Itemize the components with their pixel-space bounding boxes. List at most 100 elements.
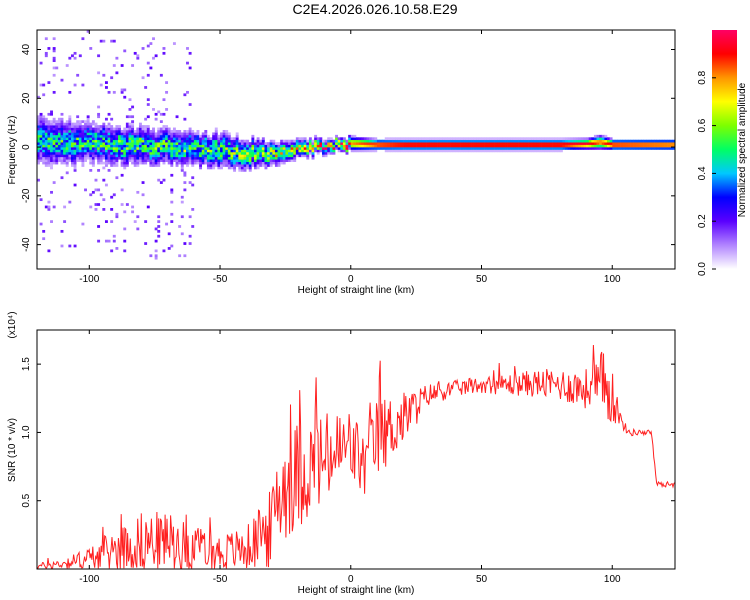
heatmap-cell bbox=[178, 225, 182, 228]
heatmap-cell bbox=[86, 134, 90, 138]
heatmap-cell bbox=[76, 134, 80, 138]
heatmap-cell bbox=[327, 137, 331, 141]
heatmap-cell bbox=[578, 142, 582, 145]
heatmap-cell bbox=[306, 144, 310, 148]
heatmap-cell bbox=[50, 166, 53, 170]
heatmap-cell bbox=[60, 139, 64, 143]
heatmap-cell bbox=[512, 147, 516, 150]
heatmap-cell bbox=[70, 154, 74, 158]
heatmap-cell bbox=[110, 220, 114, 223]
heatmap-cell bbox=[102, 127, 106, 131]
heatmap-cell bbox=[478, 137, 482, 141]
heatmap-cell bbox=[463, 149, 467, 153]
x-tick-label: -50 bbox=[213, 274, 228, 285]
heatmap-cell bbox=[39, 83, 43, 87]
heatmap-cell bbox=[489, 144, 493, 148]
heatmap-cell bbox=[311, 156, 315, 160]
heatmap-cell bbox=[217, 139, 221, 143]
heatmap-cell bbox=[212, 144, 216, 148]
heatmap-cell bbox=[306, 156, 310, 160]
heatmap-cell bbox=[607, 137, 610, 141]
heatmap-cell bbox=[172, 154, 176, 158]
heatmap-cell bbox=[39, 125, 43, 128]
heatmap-cell bbox=[369, 137, 372, 141]
heatmap-cell bbox=[562, 147, 566, 150]
heatmap-cell bbox=[601, 147, 605, 150]
heatmap-cell bbox=[73, 147, 77, 150]
heatmap-cell bbox=[661, 142, 665, 145]
heatmap-cell bbox=[254, 164, 257, 167]
heatmap-cell bbox=[554, 147, 558, 150]
heatmap-cell bbox=[238, 164, 242, 167]
heatmap-cell bbox=[225, 142, 229, 145]
heatmap-cell bbox=[251, 144, 255, 148]
heatmap-cell bbox=[42, 93, 46, 97]
heatmap-cell bbox=[452, 144, 456, 148]
heatmap-cell bbox=[254, 151, 257, 155]
heatmap-cell bbox=[264, 154, 268, 158]
heatmap-cell bbox=[233, 142, 237, 145]
heatmap-cell bbox=[392, 144, 396, 148]
heatmap-cell bbox=[42, 161, 46, 165]
heatmap-cell bbox=[204, 159, 208, 162]
heatmap-cell bbox=[97, 112, 101, 116]
heatmap-cell bbox=[188, 149, 192, 153]
colorbar-tick-label: 0.6 bbox=[697, 118, 708, 132]
heatmap-cell bbox=[233, 159, 237, 162]
heatmap-cell bbox=[125, 159, 129, 162]
heatmap-cell bbox=[144, 137, 148, 141]
heatmap-cell bbox=[52, 125, 56, 128]
heatmap-cell bbox=[204, 151, 208, 155]
heatmap-cell bbox=[505, 144, 508, 148]
heatmap-cell bbox=[125, 147, 129, 150]
heatmap-cell bbox=[473, 144, 477, 148]
heatmap-cell bbox=[212, 142, 216, 145]
heatmap-cell bbox=[301, 137, 304, 141]
heatmap-cell bbox=[136, 132, 140, 136]
heatmap-cell bbox=[489, 149, 493, 153]
heatmap-cell bbox=[76, 147, 80, 150]
heatmap-cell bbox=[214, 144, 218, 148]
heatmap-cell bbox=[39, 156, 43, 160]
heatmap-cell bbox=[99, 129, 103, 133]
heatmap-cell bbox=[274, 164, 278, 167]
heatmap-cell bbox=[94, 132, 98, 136]
heatmap-cell bbox=[60, 147, 64, 150]
heatmap-cell bbox=[175, 161, 179, 165]
heatmap-cell bbox=[614, 147, 618, 150]
heatmap-cell bbox=[84, 120, 87, 123]
heatmap-cell bbox=[612, 147, 616, 150]
heatmap-cell bbox=[444, 137, 448, 141]
heatmap-cell bbox=[494, 142, 498, 145]
heatmap-cell bbox=[240, 151, 244, 155]
heatmap-cell bbox=[149, 132, 153, 136]
heatmap-cell bbox=[191, 139, 195, 143]
heatmap-cell bbox=[209, 147, 213, 150]
heatmap-cell bbox=[214, 154, 218, 158]
heatmap-cell bbox=[499, 137, 503, 141]
heatmap-cell bbox=[91, 159, 95, 162]
heatmap-cell bbox=[73, 166, 77, 170]
heatmap-cell bbox=[144, 142, 148, 145]
heatmap-cell bbox=[44, 122, 48, 126]
heatmap-cell bbox=[186, 159, 189, 162]
heatmap-cell bbox=[99, 193, 103, 197]
heatmap-cell bbox=[146, 142, 150, 145]
heatmap-cell bbox=[442, 137, 446, 141]
heatmap-cell bbox=[63, 149, 67, 153]
heatmap-cell bbox=[118, 154, 121, 158]
heatmap-cell bbox=[102, 144, 106, 148]
heatmap-cell bbox=[314, 147, 318, 150]
heatmap-cell bbox=[272, 156, 276, 160]
heatmap-cell bbox=[596, 144, 600, 148]
heatmap-cell bbox=[63, 142, 67, 145]
heatmap-cell bbox=[120, 132, 124, 136]
heatmap-cell bbox=[199, 139, 203, 143]
heatmap-cell bbox=[196, 147, 200, 150]
heatmap-cell bbox=[37, 127, 40, 131]
heatmap-cell bbox=[52, 154, 56, 158]
heatmap-cell bbox=[233, 147, 237, 150]
heatmap-cell bbox=[635, 142, 639, 145]
heatmap-cell bbox=[172, 159, 176, 162]
